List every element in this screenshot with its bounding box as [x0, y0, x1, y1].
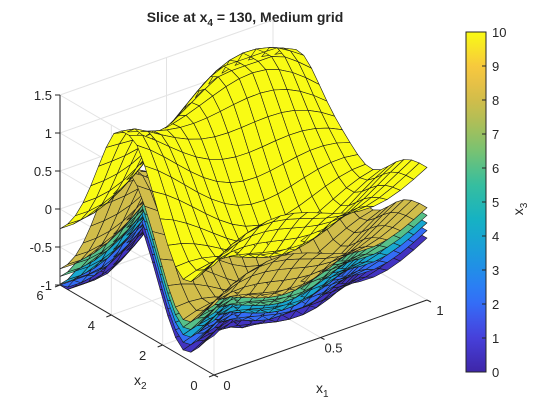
colorbar-tick-label: 8: [492, 93, 499, 108]
colorbar-label-sub: 3: [519, 202, 530, 208]
x1-tick-label: 0.5: [324, 341, 342, 356]
z-tick-label: 0: [45, 202, 52, 217]
colorbar-tick-label: 3: [492, 263, 499, 278]
x2-tick-label: 4: [88, 318, 95, 333]
colorbar-tick-label: 10: [492, 25, 506, 40]
x2-tick-mark: [106, 314, 112, 318]
x1-tick-mark: [320, 337, 325, 340]
x1-tick-mark: [426, 299, 432, 303]
colorbar-label-main: x: [510, 208, 526, 215]
x2-axis-line: [59, 284, 215, 376]
z-tick-label: -0.5: [30, 240, 52, 255]
x2-axis-label: x2: [134, 372, 147, 392]
x2-label-sub: 2: [141, 381, 147, 392]
x1-label-main: x: [316, 380, 323, 396]
colorbar-tick-label: 4: [492, 229, 499, 244]
colorbar-tick-label: 0: [492, 365, 499, 380]
title-suffix: = 130, Medium grid: [213, 9, 343, 25]
surface-facet: [405, 162, 428, 180]
x2-tick-label: 0: [190, 378, 197, 393]
x1-tick-label: 1: [436, 303, 443, 318]
x2-tick-mark: [157, 344, 163, 348]
z-tick-label: 1: [45, 126, 52, 141]
grid-line: [59, 19, 274, 96]
z-tick-label: -1: [40, 278, 52, 293]
x1-label-sub: 1: [323, 389, 329, 400]
title-prefix: Slice at x: [147, 9, 208, 25]
x2-tick-mark: [208, 374, 215, 378]
chart-title: Slice at x4 = 130, Medium grid: [147, 9, 344, 29]
colorbar: 0 1 2 3 4 5 6 7 8 9 10: [465, 25, 506, 380]
x1-tick-label: 0: [223, 378, 230, 393]
colorbar-tick-label: 5: [492, 195, 499, 210]
colorbar-tick-label: 9: [492, 59, 499, 74]
x2-tick-label: 6: [36, 288, 43, 303]
x2-label-main: x: [134, 372, 141, 388]
x2-tick-label: 2: [139, 348, 146, 363]
colorbar-tick-label: 6: [492, 161, 499, 176]
x1-axis-label: x1: [316, 380, 329, 400]
colorbar-tick-label: 1: [492, 331, 499, 346]
title-subscript: 4: [207, 18, 213, 29]
surface-facet: [405, 202, 428, 220]
axis-ticks: 0 0.5 1 0 2 4 6-1 -0.5 0 0.5 1 1.5: [30, 88, 444, 393]
colorbar-tick-label: 2: [492, 297, 499, 312]
x1-tick-mark: [213, 374, 219, 378]
colorbar-tick-label: 7: [492, 127, 499, 142]
z-tick-label: 1.5: [34, 88, 52, 103]
surface-plot: [58, 47, 428, 353]
z-tick-label: 0.5: [34, 164, 52, 179]
colorbar-label: x3: [510, 202, 530, 215]
